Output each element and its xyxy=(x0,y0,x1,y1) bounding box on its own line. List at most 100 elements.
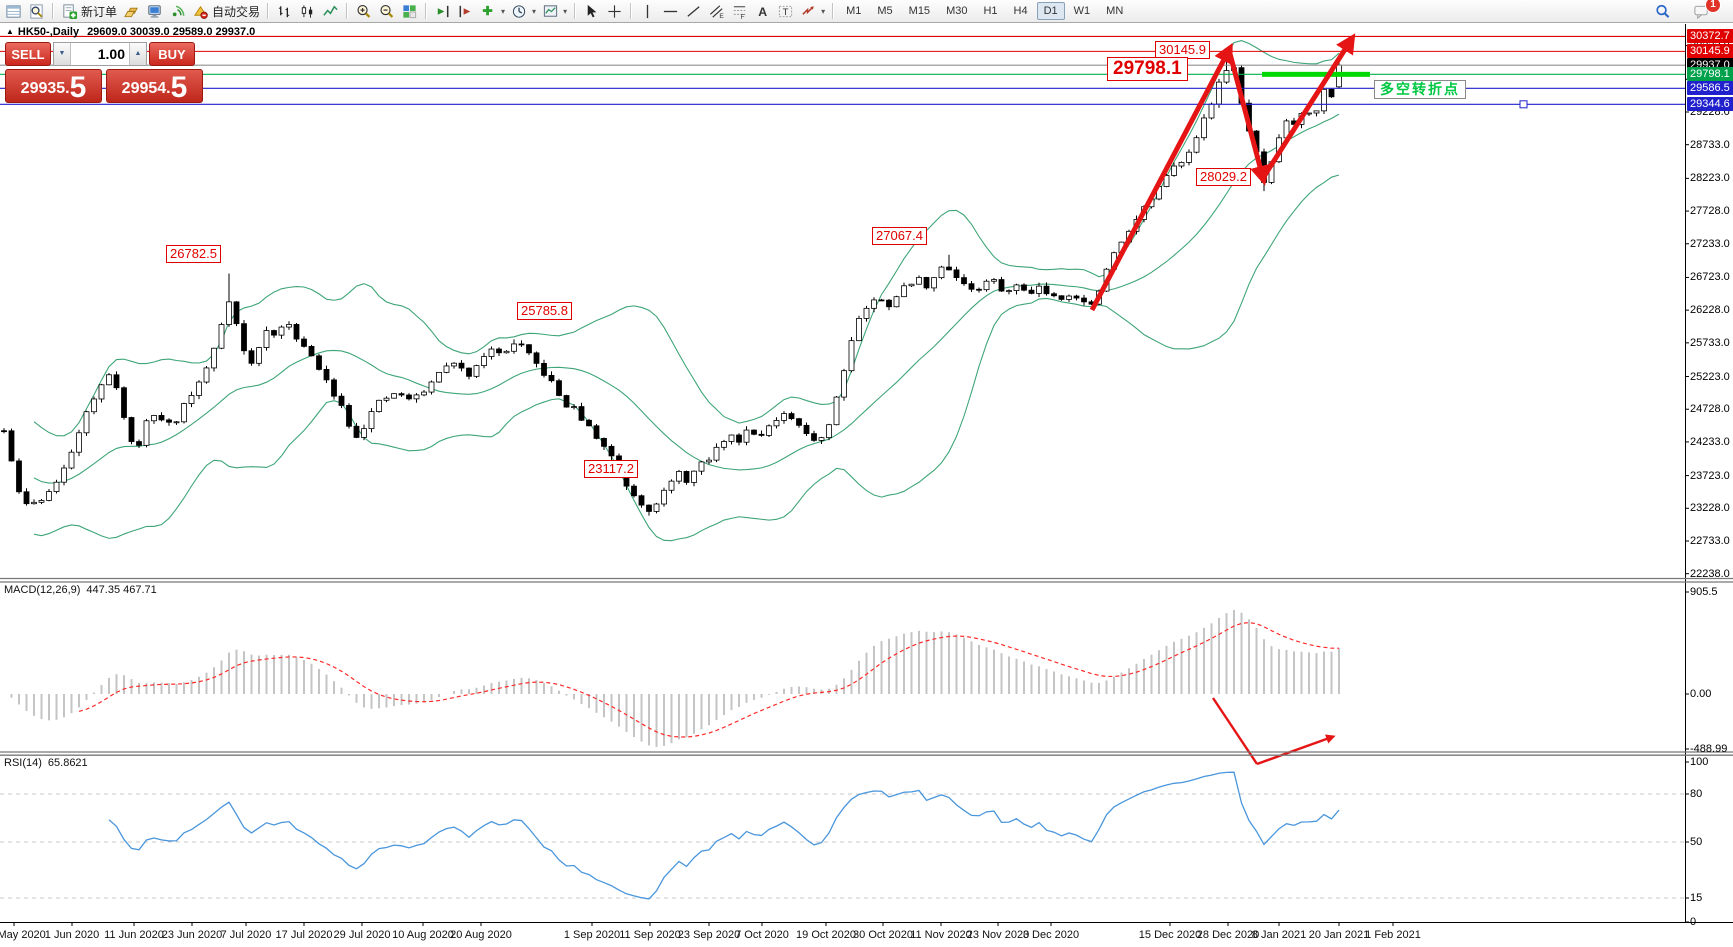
text-label-icon[interactable]: T xyxy=(774,2,797,21)
axis-tick-label: 28733.0 xyxy=(1690,138,1730,151)
crosshair-icon[interactable] xyxy=(603,2,626,21)
axis-tick-label: 28223.0 xyxy=(1690,172,1730,185)
cursor-icon[interactable] xyxy=(580,2,603,21)
zoom-out-icon[interactable] xyxy=(375,2,398,21)
new-order-button[interactable]: 新订单 xyxy=(58,2,120,21)
horizontal-line-icon[interactable] xyxy=(659,2,682,21)
chart-shift-icon[interactable] xyxy=(454,2,477,21)
timeframe-w1[interactable]: W1 xyxy=(1073,5,1091,17)
candlestick-chart-icon[interactable] xyxy=(296,2,319,21)
date-label: 23 Nov 2020 xyxy=(966,929,1030,941)
date-label: 11 Jun 2020 xyxy=(104,929,164,941)
timeframe-h4[interactable]: H4 xyxy=(1013,5,1028,17)
macd-indicator-label: MACD(12,26,9) 447.35 467.71 xyxy=(4,584,157,596)
date-label: 29 Jul 2020 xyxy=(333,929,391,941)
price-callout-label[interactable]: 27067.4 xyxy=(872,227,927,245)
fibonacci-icon[interactable]: F xyxy=(728,2,751,21)
terminal-icon[interactable] xyxy=(143,2,166,21)
timeframe-m1[interactable]: M1 xyxy=(846,5,862,17)
date-label: 15 Dec 2020 xyxy=(1138,929,1202,941)
buy-button[interactable]: BUY xyxy=(149,42,195,66)
timeframe-mn[interactable]: MN xyxy=(1106,5,1124,17)
toolbar-separator xyxy=(346,3,349,19)
axis-tick-label: 0.00 xyxy=(1690,688,1712,700)
zoom-in-icon[interactable] xyxy=(352,2,375,21)
rsi-trend-arrow[interactable] xyxy=(1212,697,1336,766)
date-label: 3 Dec 2020 xyxy=(1022,929,1080,941)
date-label: 19 Oct 2020 xyxy=(796,929,856,941)
timeframe-m15[interactable]: M15 xyxy=(908,5,931,17)
data-window-icon[interactable] xyxy=(25,2,48,21)
svg-text:A: A xyxy=(758,4,767,18)
timeframe-bar: M1 M5 M15 M30 H1 H4 D1 W1 MN xyxy=(838,2,1131,20)
one-click-trading-panel: SELL ▼ ▲ BUY 29935.5 29954.5 xyxy=(5,42,205,103)
notifications-icon[interactable]: 1 xyxy=(1690,0,1721,21)
timeframe-m5[interactable]: M5 xyxy=(877,5,893,17)
indicators-button[interactable]: ▾ xyxy=(482,5,506,16)
bar-chart-icon[interactable] xyxy=(273,2,296,21)
date-label: 8 Jan 2021 xyxy=(1251,929,1307,941)
rsi-indicator-label: RSI(14) 65.8621 xyxy=(4,757,88,769)
templates-button[interactable]: ▾ xyxy=(539,2,570,21)
axis-tick-label: 26723.0 xyxy=(1690,271,1730,284)
search-icon[interactable] xyxy=(1651,2,1674,21)
date-label: 7 Oct 2020 xyxy=(735,929,789,941)
toolbar-buttons: 新订单 自动交易 ▾ ▾ ▾ E F A T ▾ xyxy=(2,2,838,21)
buy-price-button[interactable]: 29954. 5 xyxy=(106,69,203,103)
timeframe-m30[interactable]: M30 xyxy=(946,5,968,17)
price-callout-label[interactable]: 28029.2 xyxy=(1196,168,1251,186)
sell-button[interactable]: SELL xyxy=(5,42,51,66)
volume-decrease-button[interactable]: ▼ xyxy=(54,43,71,65)
price-callout-label[interactable]: 23117.2 xyxy=(584,460,639,478)
timeframe-h1[interactable]: H1 xyxy=(983,5,998,17)
date-label: 30 Oct 2020 xyxy=(853,929,913,941)
bollinger-bands xyxy=(33,39,1340,542)
volume-input[interactable] xyxy=(71,43,129,65)
equidistant-channel-icon[interactable]: E xyxy=(705,2,728,21)
date-label: 1 Jun 2020 xyxy=(44,929,100,941)
volume-stepper: ▼ ▲ xyxy=(53,42,147,66)
market-watch-icon[interactable] xyxy=(2,2,25,21)
toolbar-separator xyxy=(574,3,577,19)
trend-arrows[interactable] xyxy=(1089,33,1356,312)
axis-tick-label: 0 xyxy=(1690,916,1697,928)
timeframe-d1[interactable]: D1 xyxy=(1036,2,1065,20)
date-label: 11 Sep 2020 xyxy=(619,929,681,941)
tile-windows-icon[interactable] xyxy=(398,2,421,21)
axis-tick-label: 50 xyxy=(1690,836,1703,848)
date-label: 1 Feb 2021 xyxy=(1365,929,1421,941)
selected-line-handle[interactable] xyxy=(1519,100,1528,109)
chart-header: ▲ HK50-,Daily 29609.0 30039.0 29589.0 2993… xyxy=(6,26,255,38)
svg-text:T: T xyxy=(783,6,789,17)
price-tag: 29344.6 xyxy=(1687,97,1733,112)
price-callout-label[interactable]: 25785.8 xyxy=(517,302,572,320)
arrows-icon[interactable]: ▾ xyxy=(797,2,828,21)
price-callout-label[interactable]: 29798.1 xyxy=(1107,57,1188,81)
annotation-text-box[interactable]: 多空转折点 xyxy=(1374,80,1466,99)
autotrading-button[interactable]: 自动交易 xyxy=(189,2,263,21)
axis-tick-label: 905.5 xyxy=(1690,586,1718,598)
line-chart-icon[interactable] xyxy=(319,2,342,21)
axis-tick-label: 26228.0 xyxy=(1690,304,1730,317)
toolbar-separator xyxy=(832,3,835,19)
axis-tick-label: 24728.0 xyxy=(1690,403,1730,416)
date-label: 17 Jul 2020 xyxy=(275,929,333,941)
date-label: 23 Jun 2020 xyxy=(161,929,223,941)
signals-icon[interactable] xyxy=(166,2,189,21)
support-zone-segment[interactable] xyxy=(1262,71,1370,77)
deposit-icon[interactable] xyxy=(120,2,143,21)
trendline-icon[interactable] xyxy=(682,2,705,21)
sell-price-button[interactable]: 29935. 5 xyxy=(5,69,102,103)
date-label: 1 Sep 2020 xyxy=(563,929,621,941)
volume-increase-button[interactable]: ▲ xyxy=(129,43,146,65)
auto-scroll-icon[interactable] xyxy=(431,2,454,21)
rsi-line xyxy=(108,771,1340,900)
price-callout-label[interactable]: 26782.5 xyxy=(166,245,221,263)
collapse-icon[interactable]: ▲ xyxy=(6,27,14,36)
text-icon[interactable]: A xyxy=(751,2,774,21)
macd-histogram xyxy=(10,609,1340,747)
price-tag: 30145.9 xyxy=(1687,44,1733,59)
vertical-line-icon[interactable] xyxy=(636,2,659,21)
periods-button[interactable]: ▾ xyxy=(508,2,539,21)
